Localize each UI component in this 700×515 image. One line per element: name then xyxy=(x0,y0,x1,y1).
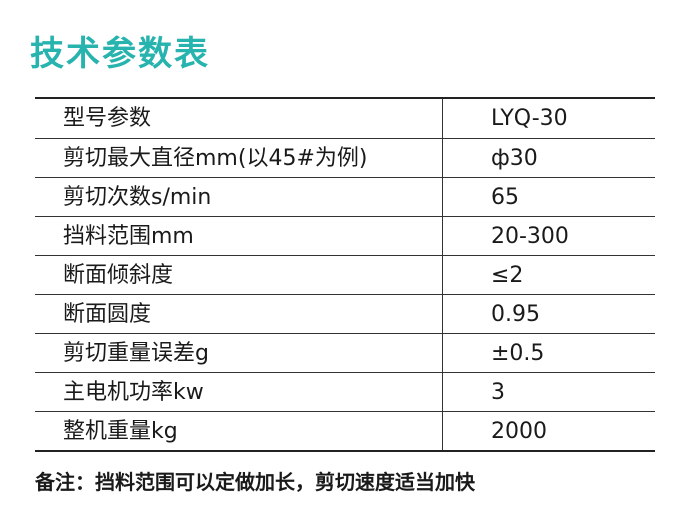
table-row: 挡料范围mm 20-300 xyxy=(35,216,655,255)
param-value: 0.95 xyxy=(491,302,540,327)
page-title: 技术参数表 xyxy=(30,34,210,74)
param-value: ≤2 xyxy=(491,263,524,288)
param-name: 挡料范围mm xyxy=(35,217,443,255)
table-row: 剪切次数s/min 65 xyxy=(35,177,655,216)
footnote: 备注：挡料范围可以定做加长，剪切速度适当加快 xyxy=(35,470,475,494)
param-name: 主电机功率kw xyxy=(35,373,443,411)
param-value: 65 xyxy=(491,185,519,210)
table-row: 断面倾斜度 ≤2 xyxy=(35,255,655,294)
param-value: 20-300 xyxy=(491,224,569,249)
param-name: 剪切重量误差g xyxy=(35,334,443,372)
spec-table: 型号参数 LYQ-30 剪切最大直径mm(以45#为例) ф30 剪切次数s/min 65… xyxy=(35,97,655,452)
param-name: 型号参数 xyxy=(35,99,443,138)
table-row: 型号参数 LYQ-30 xyxy=(35,99,655,138)
param-value: ф30 xyxy=(491,146,538,171)
param-value: 3 xyxy=(491,380,505,405)
table-row: 主电机功率kw 3 xyxy=(35,372,655,411)
param-name: 剪切次数s/min xyxy=(35,178,443,216)
param-name: 断面倾斜度 xyxy=(35,256,443,294)
table-row: 断面圆度 0.95 xyxy=(35,294,655,333)
param-name: 断面圆度 xyxy=(35,295,443,333)
param-value: LYQ-30 xyxy=(491,106,568,131)
table-row: 剪切最大直径mm(以45#为例) ф30 xyxy=(35,138,655,177)
param-name: 整机重量kg xyxy=(35,412,443,450)
table-row: 整机重量kg 2000 xyxy=(35,411,655,450)
table-row: 剪切重量误差g ±0.5 xyxy=(35,333,655,372)
param-name: 剪切最大直径mm(以45#为例) xyxy=(35,139,443,177)
param-value: ±0.5 xyxy=(491,341,545,366)
param-value: 2000 xyxy=(491,419,547,444)
